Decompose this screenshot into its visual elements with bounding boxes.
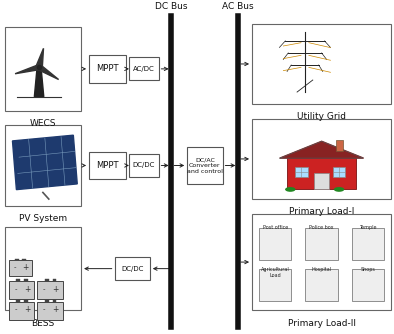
Text: Agricultural
Load: Agricultural Load xyxy=(261,267,290,278)
Text: +: + xyxy=(52,285,59,294)
Text: -: - xyxy=(14,264,16,270)
Text: DC Bus: DC Bus xyxy=(155,2,188,11)
Bar xyxy=(336,140,342,151)
Text: WECS: WECS xyxy=(30,119,56,128)
Bar xyxy=(45,280,49,281)
Text: -: - xyxy=(43,286,46,292)
Bar xyxy=(22,259,26,261)
Bar xyxy=(187,147,223,184)
Text: AC/DC: AC/DC xyxy=(133,66,155,72)
Text: Utility Grid: Utility Grid xyxy=(297,112,346,121)
Polygon shape xyxy=(280,141,364,158)
Bar xyxy=(52,280,56,281)
Polygon shape xyxy=(15,64,42,74)
Bar xyxy=(333,167,346,177)
Bar xyxy=(252,119,391,199)
Text: +: + xyxy=(22,263,28,272)
Polygon shape xyxy=(35,48,43,69)
Polygon shape xyxy=(35,64,59,79)
Bar xyxy=(24,280,28,281)
Text: MPPT: MPPT xyxy=(97,161,119,170)
Bar xyxy=(24,300,28,302)
Text: Shops: Shops xyxy=(361,267,375,272)
Bar xyxy=(89,152,126,179)
Text: PV System: PV System xyxy=(19,214,67,223)
Bar xyxy=(259,228,292,260)
Bar xyxy=(9,281,34,299)
Text: -: - xyxy=(15,286,17,292)
Text: AC Bus: AC Bus xyxy=(222,2,254,11)
Bar xyxy=(37,281,63,299)
Bar xyxy=(295,167,308,177)
Text: -: - xyxy=(43,307,46,313)
Text: +: + xyxy=(24,285,30,294)
Text: Post office: Post office xyxy=(262,225,288,230)
Bar xyxy=(15,259,19,261)
Bar xyxy=(115,257,150,280)
Text: Police box: Police box xyxy=(309,225,334,230)
Bar xyxy=(5,27,81,111)
Bar xyxy=(16,280,20,281)
Bar xyxy=(9,302,34,320)
Bar xyxy=(5,227,81,310)
Text: +: + xyxy=(52,305,59,314)
Bar xyxy=(287,158,357,189)
Bar xyxy=(305,269,338,301)
Bar xyxy=(259,269,292,301)
Ellipse shape xyxy=(334,187,344,192)
Bar xyxy=(252,214,391,310)
Text: -: - xyxy=(15,307,17,313)
Bar xyxy=(129,57,158,80)
Bar xyxy=(129,154,158,177)
Ellipse shape xyxy=(285,187,296,192)
Bar xyxy=(52,300,56,302)
Text: MPPT: MPPT xyxy=(97,64,119,73)
Text: Hospital: Hospital xyxy=(312,267,332,272)
Text: DC/DC: DC/DC xyxy=(133,162,155,168)
Polygon shape xyxy=(34,67,44,97)
Text: BESS: BESS xyxy=(31,319,54,328)
Bar xyxy=(16,300,20,302)
Text: Primary Load-I: Primary Load-I xyxy=(289,207,354,216)
Bar xyxy=(37,302,63,320)
Bar xyxy=(89,55,126,83)
Bar xyxy=(252,24,391,104)
Bar xyxy=(9,261,32,276)
Bar xyxy=(45,300,49,302)
Text: Primary Load-II: Primary Load-II xyxy=(288,319,356,328)
Text: Temple: Temple xyxy=(359,225,377,230)
Bar xyxy=(314,173,329,189)
Bar xyxy=(352,228,385,260)
Text: DC/DC: DC/DC xyxy=(121,266,143,272)
Text: DC/AC
Converter
and control: DC/AC Converter and control xyxy=(187,157,223,174)
Bar xyxy=(5,125,81,206)
Polygon shape xyxy=(13,135,77,190)
Bar xyxy=(305,228,338,260)
Bar xyxy=(352,269,385,301)
Text: +: + xyxy=(24,305,30,314)
